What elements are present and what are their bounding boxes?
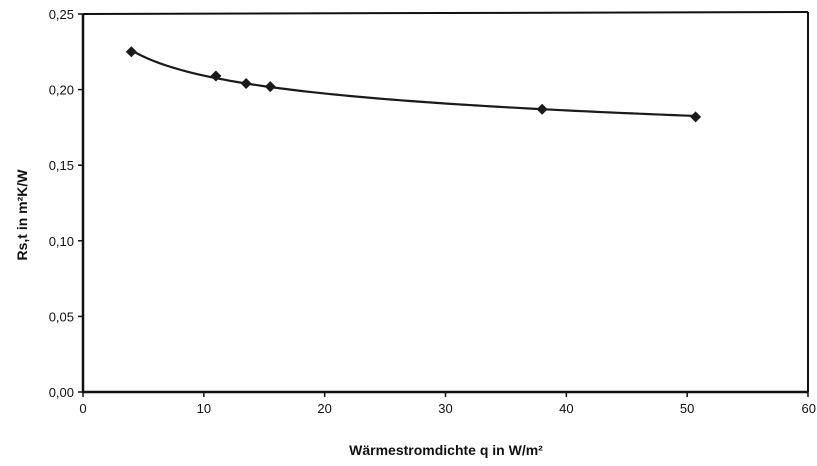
y-axis-label: Rs,t in m²K/W [14,169,30,261]
data-points [125,46,702,123]
y-tick-label: 0,00 [49,385,74,400]
trendline [130,49,696,118]
y-tick-label: 0,10 [49,234,74,249]
x-tick-label: 40 [559,401,573,416]
data-point [125,46,137,58]
x-tick-label: 10 [197,401,211,416]
x-tick-labels: 0 10 20 30 40 50 60 [79,392,816,416]
data-point [264,81,276,93]
x-tick-label: 20 [317,401,331,416]
x-tick-label: 0 [79,401,86,416]
data-point [536,103,548,115]
trendline-path [130,49,696,118]
y-tick-labels: 0,00 0,05 0,10 0,15 0,20 0,25 [49,7,83,400]
x-tick-label: 60 [802,401,816,416]
plot-frame [81,11,809,394]
y-tick-label: 0,15 [49,158,74,173]
data-point [690,111,702,123]
y-tick-label: 0,25 [49,7,74,22]
y-tick-label: 0,20 [49,83,74,98]
frame-top [82,11,809,15]
y-tick-label: 0,05 [49,309,74,324]
x-tick-label: 50 [680,401,694,416]
x-axis-label: Wärmestromdichte q in W/m² [349,442,543,458]
data-point [210,70,222,82]
data-point [240,78,252,90]
x-tick-label: 30 [438,401,452,416]
